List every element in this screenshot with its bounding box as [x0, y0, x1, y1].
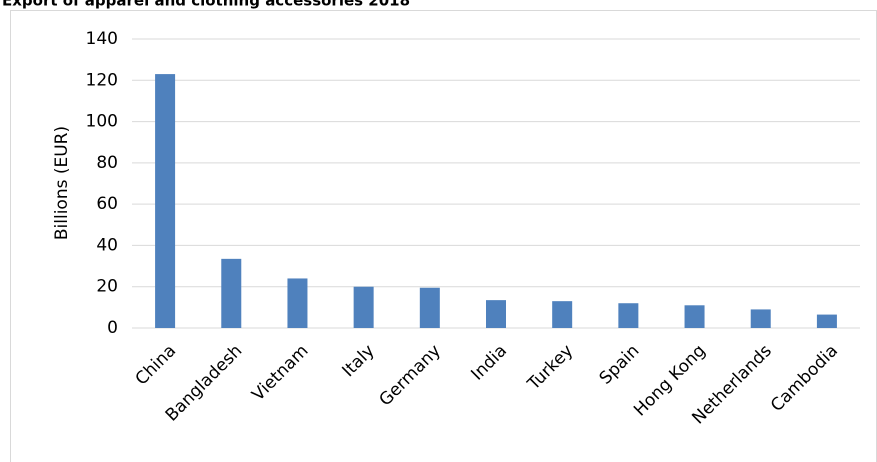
y-tick-label: 100: [86, 112, 118, 132]
bar: [816, 314, 837, 328]
x-tick-label: Cambodia: [767, 341, 842, 416]
chart-border: [10, 10, 877, 462]
y-tick-label: 0: [107, 318, 118, 338]
x-tick-label: India: [467, 341, 511, 385]
x-tick-label: Vietnam: [248, 341, 312, 405]
y-axis-label: Billions (EUR): [52, 126, 72, 240]
chart-title: Export of apparel and clothing accessori…: [2, 0, 410, 10]
bar: [155, 74, 176, 328]
bar: [552, 301, 573, 328]
bar: [419, 287, 440, 328]
y-tick-label: 80: [96, 153, 118, 173]
bar: [684, 305, 705, 328]
bar: [287, 278, 308, 328]
y-tick-label: 140: [86, 29, 118, 49]
y-tick-label: 120: [86, 70, 118, 90]
y-tick-label: 40: [96, 235, 118, 255]
y-tick-label: 60: [96, 194, 118, 214]
x-tick-label: Germany: [375, 341, 444, 410]
x-tick-label: Italy: [338, 341, 378, 381]
bar: [486, 300, 506, 328]
bar: [221, 258, 242, 328]
bar: [618, 303, 639, 328]
x-tick-label: Turkey: [523, 341, 577, 395]
x-tick-label: China: [132, 341, 180, 389]
y-tick-label: 20: [96, 277, 118, 297]
x-tick-label: Spain: [596, 341, 644, 389]
bar: [353, 286, 374, 328]
bar: [750, 309, 771, 328]
